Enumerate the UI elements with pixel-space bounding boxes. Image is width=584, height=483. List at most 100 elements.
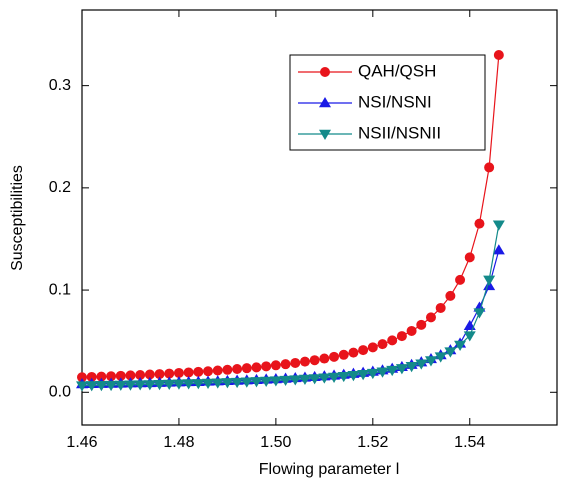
point: [183, 367, 194, 378]
point: [444, 347, 457, 358]
point: [445, 290, 456, 301]
point: [270, 360, 281, 371]
point: [280, 359, 291, 370]
y-tick-label: 0.2: [49, 179, 71, 196]
point: [396, 331, 407, 342]
legend-label: QAH/QSH: [358, 61, 436, 80]
point: [143, 380, 156, 391]
point: [348, 347, 359, 358]
legend-label: NSII/NSNII: [358, 123, 441, 142]
point: [329, 351, 340, 362]
point: [154, 369, 165, 380]
point: [95, 381, 108, 392]
point: [221, 378, 234, 389]
point: [415, 359, 428, 370]
point: [377, 339, 388, 350]
point: [279, 375, 292, 387]
point: [153, 380, 166, 391]
point: [173, 367, 184, 378]
point: [367, 342, 378, 353]
point: [435, 302, 446, 313]
point: [424, 356, 437, 367]
point: [85, 381, 98, 392]
point: [386, 365, 399, 377]
point: [241, 363, 252, 374]
point: [261, 361, 272, 372]
point: [115, 370, 126, 381]
point: [434, 352, 447, 363]
x-tick-label: 1.52: [357, 434, 388, 451]
y-tick-label: 0.1: [49, 281, 71, 298]
point: [474, 218, 485, 229]
point: [251, 362, 262, 373]
point: [222, 364, 233, 375]
point: [193, 366, 204, 377]
point: [405, 362, 418, 373]
point: [232, 363, 243, 374]
point: [105, 380, 118, 392]
point: [125, 370, 136, 381]
point: [86, 371, 97, 382]
point: [376, 367, 389, 378]
point: [164, 368, 175, 379]
x-axis-label: Flowing parameter l: [259, 461, 400, 478]
x-tick-label: 1.54: [454, 434, 485, 451]
point: [289, 375, 302, 386]
point: [212, 365, 223, 376]
point: [134, 380, 147, 391]
point: [135, 370, 146, 381]
point: [114, 380, 127, 391]
point: [144, 369, 155, 380]
point: [182, 379, 195, 390]
point: [269, 376, 282, 387]
y-tick-label: 0.3: [49, 77, 71, 94]
point: [202, 378, 215, 389]
point: [484, 162, 495, 173]
point: [318, 373, 331, 384]
point: [492, 220, 505, 231]
legend-marker: [319, 97, 331, 108]
point: [96, 371, 107, 382]
point: [250, 377, 263, 388]
point: [387, 335, 398, 346]
point: [308, 374, 321, 385]
point: [455, 274, 466, 285]
point: [124, 380, 137, 391]
point: [328, 372, 341, 383]
point: [106, 371, 117, 382]
point: [192, 379, 205, 390]
point: [172, 379, 185, 390]
point: [395, 364, 408, 375]
point: [240, 377, 253, 388]
series-line: [81, 224, 500, 387]
plot-frame: [81, 9, 558, 426]
point: [231, 377, 244, 389]
x-tick-label: 1.50: [260, 434, 291, 451]
point: [319, 353, 330, 364]
point: [76, 381, 88, 392]
y-axis-label: Susceptibilities: [9, 165, 26, 271]
point: [473, 308, 486, 319]
point: [337, 371, 350, 383]
x-tick-label: 1.48: [163, 434, 194, 451]
point: [366, 368, 379, 380]
point: [211, 378, 224, 389]
point: [203, 366, 214, 377]
point: [425, 312, 436, 323]
point: [464, 252, 475, 263]
point: [416, 319, 427, 330]
point: [357, 369, 370, 381]
point: [347, 371, 360, 382]
point: [483, 275, 496, 286]
point: [493, 49, 504, 60]
point: [309, 355, 320, 366]
y-tick-label: 0.0: [49, 384, 71, 401]
point: [454, 340, 467, 351]
point: [77, 372, 87, 383]
point: [260, 376, 273, 387]
point: [406, 325, 417, 336]
point: [338, 349, 349, 360]
legend-label: NSI/NSNI: [358, 92, 432, 111]
point: [298, 374, 311, 386]
